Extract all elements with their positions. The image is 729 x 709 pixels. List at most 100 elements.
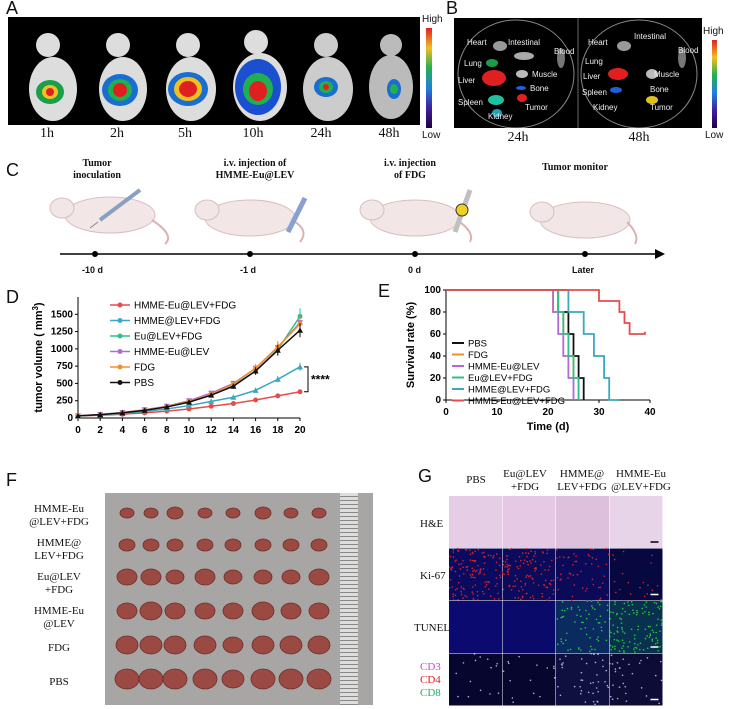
stain-dot: [497, 598, 500, 600]
stain-dot: [483, 551, 485, 554]
stain-dot: [657, 649, 660, 652]
stain-dot: [643, 604, 646, 606]
stain-dot: [550, 579, 553, 582]
survival-curve-5: [446, 289, 646, 335]
stain-dot: [459, 568, 462, 570]
stain-dot: [591, 605, 593, 607]
stain-dot: [573, 685, 576, 688]
stain-dot: [557, 588, 560, 591]
stain-dot: [507, 564, 510, 567]
stain-dot: [610, 611, 612, 613]
stain-dot: [485, 583, 488, 586]
stain-dot: [599, 615, 602, 617]
ruler: [340, 493, 358, 705]
stain-dot: [484, 581, 486, 583]
tumor-specimen: [139, 601, 163, 621]
stain-dot: [581, 587, 584, 589]
mouse-illustration-2: [194, 199, 305, 243]
legend-marker-4: [117, 364, 123, 370]
stain-dot: [580, 615, 582, 617]
panel-f-tumors: [114, 506, 332, 690]
stain-dot: [624, 610, 626, 613]
stain-dot: [504, 565, 507, 568]
y-tick-label: 60: [430, 329, 442, 340]
stain-dot: [620, 622, 623, 624]
stain-dot: [544, 579, 547, 582]
stain-dot: [509, 679, 511, 682]
stain-dot: [607, 553, 610, 556]
stain-dot: [658, 608, 661, 610]
timepoint-label-10h: 10h: [242, 126, 264, 141]
stain-dot: [621, 628, 624, 631]
organ-label-kidney-24h: Kidney: [488, 112, 513, 121]
stain-dot: [639, 648, 641, 651]
stain-dot: [597, 621, 600, 624]
stain-dot: [627, 601, 629, 603]
stain-dot: [661, 622, 663, 625]
stain-dot: [622, 631, 624, 633]
stain-dot: [657, 618, 659, 620]
stain-dot: [456, 547, 459, 550]
stain-dot: [462, 560, 464, 562]
stain-dot: [610, 648, 612, 651]
tumor-specimen: [254, 538, 272, 552]
stain-dot: [610, 654, 613, 657]
significance-bracket: [304, 366, 309, 393]
stain-dot: [452, 595, 455, 598]
stain-dot: [570, 608, 573, 610]
stain-dot: [456, 587, 458, 590]
stain-dot: [560, 616, 562, 619]
panel-g-histology-grid: [449, 496, 663, 706]
stain-dot: [449, 566, 451, 569]
stain-dot: [587, 691, 590, 694]
stain-dot: [486, 658, 489, 660]
stain-dot: [529, 596, 532, 599]
x-tick-label: 30: [593, 407, 605, 418]
stain-dot: [528, 575, 530, 577]
y-tick-label: 1500: [51, 309, 74, 320]
colorbar-a-low: Low: [422, 130, 441, 141]
stain-dot: [599, 597, 602, 599]
stain-dot: [642, 581, 645, 584]
tumor-specimen: [142, 538, 160, 552]
stain-dot: [518, 590, 520, 592]
organ-label-spleen-48h: Spleen: [582, 88, 607, 97]
stain-dot: [559, 658, 561, 660]
stain-dot: [518, 555, 521, 558]
stain-dot: [614, 668, 617, 670]
stain-dot: [624, 632, 626, 635]
stain-dot: [466, 596, 468, 598]
stain-dot: [560, 640, 563, 643]
tumor-specimen: [115, 635, 139, 655]
stain-dot: [633, 634, 636, 636]
syringe-icon-3: [452, 189, 473, 233]
stain-dot: [618, 667, 621, 669]
stain-dot: [526, 547, 528, 550]
stain-dot: [568, 556, 570, 558]
stain-dot: [621, 639, 624, 642]
histology-tile: [556, 548, 609, 601]
tumor-specimen: [162, 668, 188, 690]
timepoint-label-2h: 2h: [110, 126, 124, 141]
stain-dot: [596, 700, 598, 703]
stain-dot: [513, 580, 516, 582]
stain-dot: [477, 573, 480, 575]
x-tick-label: 0: [443, 407, 449, 418]
timeline-day-3: 0 d: [408, 265, 422, 275]
stain-dot: [616, 661, 619, 664]
stain-dot: [659, 605, 662, 608]
stain-dot: [577, 606, 580, 608]
stain-dot: [585, 617, 588, 620]
stain-dot: [458, 563, 460, 566]
stain-dot: [463, 573, 465, 575]
stain-dot: [606, 684, 609, 687]
timeline-day-2: -1 d: [240, 265, 257, 275]
stain-dot: [454, 594, 457, 597]
stain-dot: [640, 659, 642, 662]
panel-label-b: B: [446, 0, 459, 18]
stain-dot: [597, 681, 600, 683]
organ-label-muscle-48h: Muscle: [654, 70, 680, 79]
stain-dot: [534, 570, 536, 572]
stain-dot: [524, 584, 527, 586]
stain-dot: [616, 639, 618, 641]
